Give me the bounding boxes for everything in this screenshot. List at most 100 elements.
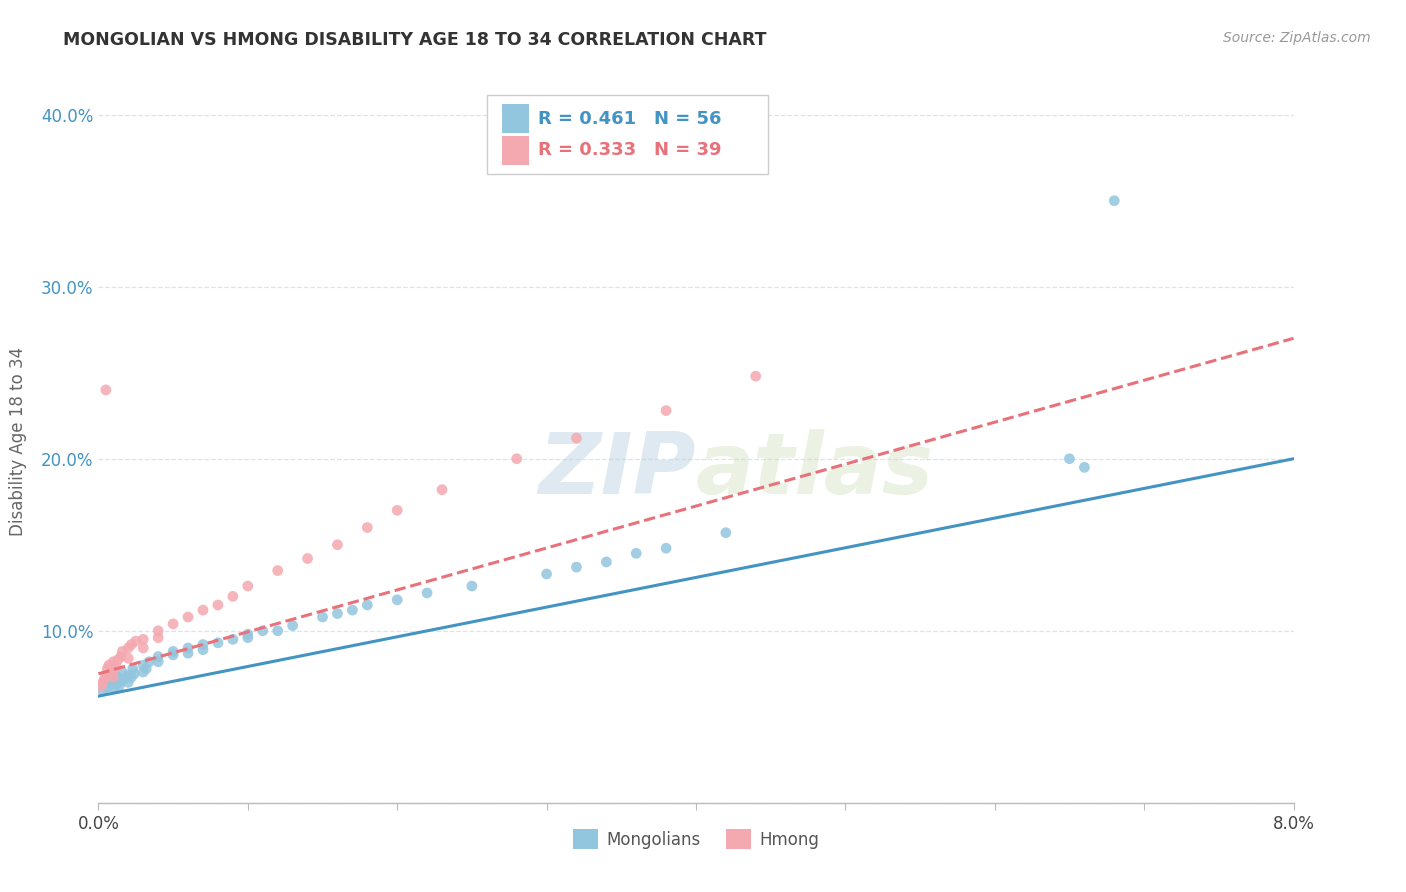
Point	[267, 624, 290, 638]
Point	[655, 541, 678, 556]
Point	[236, 631, 259, 645]
Text: N = 56: N = 56	[654, 110, 721, 128]
Point	[132, 632, 155, 647]
Point	[97, 658, 120, 673]
Point	[1073, 460, 1095, 475]
Point	[148, 655, 170, 669]
Point	[103, 670, 125, 684]
Text: atlas: atlas	[696, 429, 934, 512]
Point	[177, 640, 200, 655]
Point	[207, 636, 229, 650]
Point	[112, 672, 135, 686]
Point	[565, 431, 588, 445]
Point	[110, 673, 132, 688]
Point	[461, 579, 484, 593]
Point	[105, 660, 128, 674]
Point	[120, 670, 142, 684]
Point	[655, 403, 678, 417]
Point	[162, 644, 184, 658]
Point	[745, 369, 768, 384]
Text: R = 0.461: R = 0.461	[538, 110, 637, 128]
Point	[125, 634, 148, 648]
Point	[105, 677, 128, 691]
FancyBboxPatch shape	[502, 104, 529, 133]
Point	[111, 665, 134, 679]
Point	[94, 383, 117, 397]
Text: ZIP: ZIP	[538, 429, 696, 512]
Point	[93, 672, 115, 686]
Text: R = 0.333: R = 0.333	[538, 141, 637, 160]
Point	[311, 610, 333, 624]
Point	[1104, 194, 1126, 208]
Point	[356, 520, 378, 534]
Point	[430, 483, 453, 497]
Point	[117, 675, 139, 690]
Point	[132, 665, 155, 679]
Point	[626, 546, 648, 560]
Point	[98, 677, 122, 691]
Point	[191, 638, 214, 652]
Point	[177, 646, 200, 660]
Point	[117, 640, 139, 655]
Point	[124, 666, 146, 681]
Point	[132, 640, 155, 655]
Point	[177, 610, 200, 624]
Point	[416, 586, 439, 600]
Point	[191, 642, 214, 657]
Point	[117, 668, 139, 682]
FancyBboxPatch shape	[486, 95, 768, 174]
Legend: Mongolians, Hmong: Mongolians, Hmong	[567, 822, 825, 856]
Point	[97, 672, 120, 686]
Point	[385, 503, 409, 517]
Point	[267, 564, 290, 578]
Point	[108, 679, 131, 693]
Point	[222, 632, 245, 647]
Point	[356, 598, 378, 612]
Point	[94, 675, 117, 690]
Point	[132, 658, 155, 673]
Point	[714, 525, 737, 540]
Text: MONGOLIAN VS HMONG DISABILITY AGE 18 TO 34 CORRELATION CHART: MONGOLIAN VS HMONG DISABILITY AGE 18 TO …	[63, 31, 766, 49]
Point	[107, 653, 129, 667]
Point	[103, 673, 125, 688]
Point	[222, 590, 245, 604]
FancyBboxPatch shape	[502, 136, 529, 165]
Point	[536, 567, 558, 582]
Point	[94, 668, 117, 682]
Point	[98, 665, 122, 679]
Point	[120, 638, 142, 652]
Point	[148, 649, 170, 664]
Point	[148, 631, 170, 645]
Point	[90, 679, 112, 693]
Point	[148, 624, 170, 638]
Point	[93, 679, 115, 693]
Y-axis label: Disability Age 18 to 34: Disability Age 18 to 34	[10, 347, 27, 536]
Point	[565, 560, 588, 574]
Point	[252, 624, 274, 638]
Point	[111, 644, 134, 658]
Point	[96, 662, 118, 676]
Point	[326, 607, 349, 621]
Text: Source: ZipAtlas.com: Source: ZipAtlas.com	[1223, 31, 1371, 45]
Point	[103, 681, 125, 695]
Point	[326, 538, 349, 552]
Point	[117, 651, 139, 665]
Point	[91, 675, 114, 690]
Point	[138, 655, 160, 669]
Point	[101, 668, 124, 682]
Point	[595, 555, 617, 569]
Point	[236, 579, 259, 593]
Point	[207, 598, 229, 612]
Point	[91, 684, 114, 698]
Point	[506, 451, 529, 466]
Point	[162, 616, 184, 631]
Point	[281, 618, 304, 632]
Point	[342, 603, 364, 617]
Point	[385, 592, 409, 607]
Point	[297, 551, 319, 566]
Point	[96, 681, 118, 695]
Point	[103, 666, 125, 681]
Point	[162, 648, 184, 662]
Point	[110, 649, 132, 664]
Point	[103, 655, 125, 669]
